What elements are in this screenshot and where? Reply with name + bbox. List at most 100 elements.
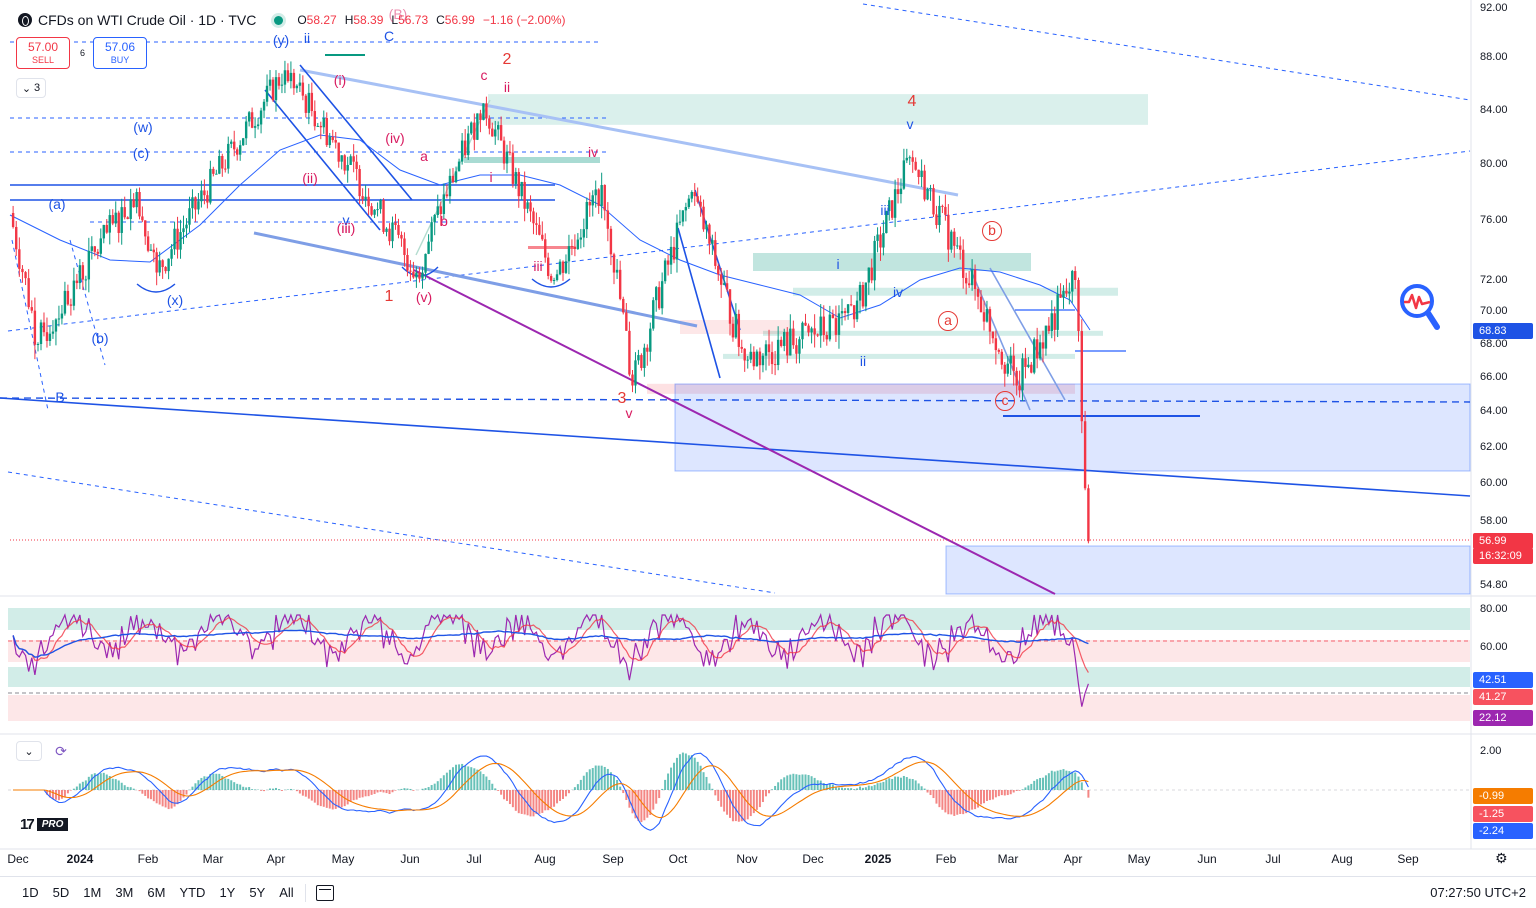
buy-button[interactable]: 57.06 BUY [93, 37, 147, 69]
candle-body [39, 322, 43, 344]
macd-histogram-bar [388, 790, 391, 795]
wave-label[interactable]: (iv) [385, 130, 405, 146]
candle-body [634, 360, 637, 386]
range-5d[interactable]: 5D [52, 885, 70, 900]
indicator-collapse-button[interactable]: ⌄ [16, 741, 42, 761]
macd-histogram-bar [559, 790, 562, 801]
candle-body [988, 309, 992, 332]
range-ytd[interactable]: YTD [179, 885, 206, 900]
wave-label[interactable]: iii [880, 202, 890, 218]
wave-label[interactable]: c [480, 67, 488, 83]
candle-body [244, 121, 248, 139]
macd-histogram-bar [947, 790, 950, 815]
candle-body [253, 126, 257, 128]
wave-label[interactable]: (B) [388, 6, 408, 22]
wave-label[interactable]: 1 [384, 288, 394, 305]
clock-display[interactable]: 07:27:50 UTC+2 [1430, 885, 1526, 900]
time-axis[interactable]: Dec 2024 Feb Mar Apr May Jun Jul Aug Sep Oct Nov Dec… [0, 850, 1472, 868]
candle-body [319, 125, 322, 128]
macd-histogram-bar [51, 790, 54, 799]
wave-label[interactable]: (b) [91, 330, 109, 346]
symbol-title[interactable]: CFDs on WTI Crude Oil · 1D · TVC [38, 12, 257, 28]
range-1y[interactable]: 1Y [219, 885, 236, 900]
macd-histogram-bar [547, 790, 550, 811]
macd-histogram-bar [804, 774, 807, 790]
wave-label[interactable]: (w) [133, 119, 153, 135]
range-5y[interactable]: 5Y [249, 885, 266, 900]
wave-label[interactable]: v [906, 116, 914, 132]
candle-body [873, 240, 876, 281]
macd-histogram-bar [1044, 775, 1047, 790]
candle-body [27, 278, 30, 308]
wave-label[interactable]: (y) [272, 32, 290, 48]
wave-label[interactable]: iv [892, 284, 904, 300]
wave-label[interactable]: iv [587, 144, 599, 160]
macd-histogram-bar [664, 779, 667, 790]
wave-label[interactable]: (ii) [302, 170, 318, 186]
wave-label[interactable]: C [383, 28, 395, 44]
wave-label[interactable]: v [342, 212, 350, 228]
wave-label[interactable]: 2 [502, 51, 512, 68]
macd-histogram-bar [929, 790, 932, 795]
wave-label[interactable]: b [440, 213, 448, 229]
range-1d[interactable]: 1D [22, 885, 39, 900]
candle-body [773, 364, 777, 366]
rsi-line [12, 612, 1089, 707]
magnifier-icon[interactable] [1397, 283, 1441, 333]
range-3m[interactable]: 3M [115, 885, 134, 900]
candle-body [412, 271, 415, 278]
dashed-line [69, 239, 106, 366]
candle-body [923, 170, 926, 200]
candle-body [902, 160, 906, 189]
gear-icon[interactable]: ⚙ [1495, 850, 1508, 866]
range-1m[interactable]: 1M [83, 885, 102, 900]
range-6m[interactable]: 6M [147, 885, 166, 900]
wave-label[interactable]: iii [533, 258, 543, 274]
sync-icon[interactable]: ⟳ [55, 742, 67, 759]
candle-body [108, 215, 111, 233]
wave-label[interactable]: a [938, 311, 958, 331]
wave-label[interactable]: v [625, 405, 633, 421]
candle-body [675, 222, 679, 260]
candle-body [714, 240, 717, 266]
falling-wedge-bottom [253, 231, 698, 328]
candle-body [783, 332, 786, 346]
indicators-toggle[interactable]: ⌄ 3 [16, 78, 46, 98]
candle-body [1068, 291, 1071, 294]
macd-histogram-bar [93, 773, 96, 790]
calendar-icon[interactable] [315, 884, 334, 901]
wave-label[interactable]: (v) [415, 289, 433, 305]
macd-histogram-bar [678, 754, 681, 790]
wave-label[interactable]: ii [859, 353, 867, 369]
wave-label[interactable]: ii [303, 30, 311, 46]
candle-body [445, 194, 449, 197]
wave-label[interactable]: (iii) [336, 220, 356, 236]
wave-label[interactable]: c [995, 391, 1015, 411]
wave-label[interactable]: B [55, 389, 65, 405]
price-label: 88.00 [1480, 51, 1508, 63]
wave-label[interactable]: b [982, 221, 1002, 241]
market-open-icon [274, 15, 284, 25]
channel-line [299, 64, 413, 201]
symbol-header[interactable]: CFDs on WTI Crude Oil · 1D · TVC O58.27 … [18, 11, 566, 29]
wave-label[interactable]: (a) [48, 196, 66, 212]
price-label: 76.00 [1480, 214, 1508, 226]
wave-label[interactable]: 3 [617, 390, 627, 407]
wave-label[interactable]: i [836, 256, 840, 272]
candle-body [262, 101, 266, 111]
wave-label[interactable]: (i) [333, 72, 347, 88]
range-all[interactable]: All [279, 885, 294, 900]
price-axis[interactable]: 92.00 88.00 84.00 80.00 76.00 72.00 70.00 68.00… [1472, 0, 1536, 850]
candle-body [905, 157, 909, 161]
wave-label[interactable]: (c) [132, 145, 150, 161]
wave-label[interactable]: 4 [907, 93, 917, 110]
wave-label[interactable]: a [420, 148, 428, 164]
macd-histogram-bar [485, 776, 488, 790]
wave-label[interactable]: (x) [166, 292, 184, 308]
wave-label[interactable]: i [489, 169, 493, 185]
wave-label[interactable]: iii [341, 220, 351, 236]
macd-histogram-bar [622, 790, 625, 794]
sell-button[interactable]: 57.00 SELL [16, 37, 70, 69]
wave-label[interactable]: ii [503, 79, 511, 95]
